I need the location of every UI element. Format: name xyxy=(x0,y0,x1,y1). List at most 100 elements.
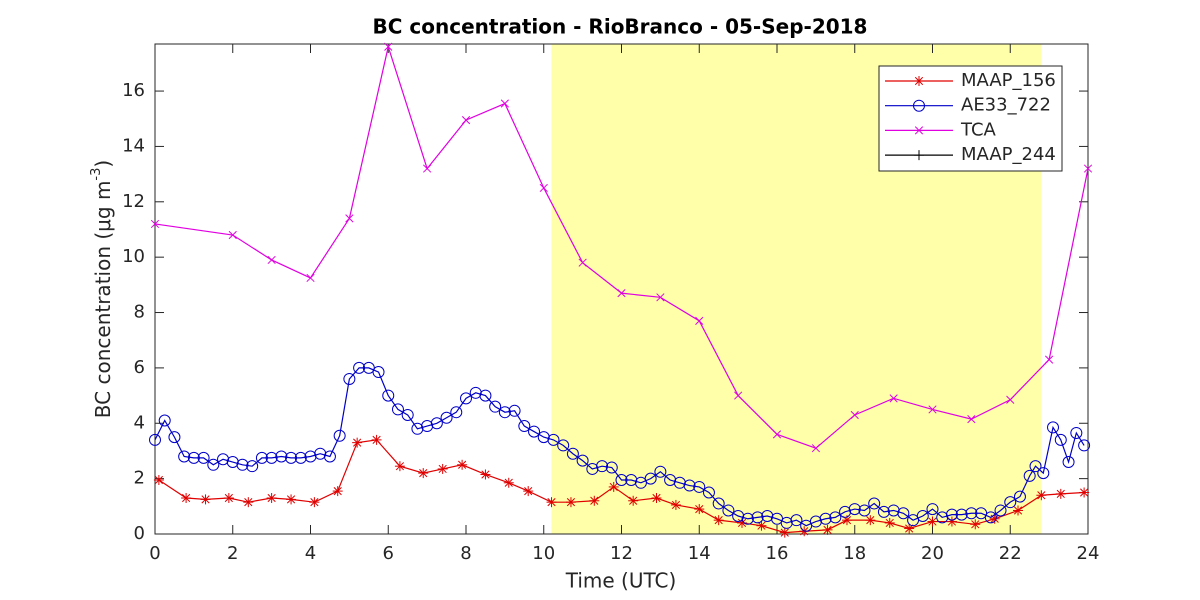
marker xyxy=(654,465,667,478)
marker-circle xyxy=(1054,433,1067,446)
marker xyxy=(228,230,237,240)
marker-circle xyxy=(1070,426,1083,439)
marker xyxy=(265,451,278,464)
marker-circle xyxy=(1037,467,1050,480)
marker xyxy=(479,389,492,402)
marker-circle xyxy=(333,429,346,442)
marker xyxy=(926,503,939,516)
y-tick-label: 12 xyxy=(122,191,145,212)
plot-frame xyxy=(154,43,1089,535)
marker xyxy=(965,507,978,520)
marker-circle xyxy=(984,511,997,524)
marker-circle xyxy=(353,361,366,374)
marker-circle xyxy=(790,514,803,527)
marker-circle xyxy=(547,433,560,446)
marker-circle xyxy=(246,460,259,473)
marker xyxy=(168,431,181,444)
marker xyxy=(1045,355,1054,364)
marker-circle xyxy=(187,451,200,464)
marker-circle xyxy=(741,512,754,525)
marker xyxy=(1083,164,1093,173)
marker-circle xyxy=(829,511,842,524)
marker xyxy=(615,474,628,487)
marker-stroke xyxy=(461,116,471,125)
marker xyxy=(1079,487,1090,498)
marker-circle xyxy=(955,508,968,521)
marker xyxy=(1078,439,1091,452)
x-tick-label: 6 xyxy=(383,543,394,564)
marker xyxy=(779,527,790,538)
marker-circle xyxy=(197,451,210,464)
marker xyxy=(1055,488,1066,499)
marker xyxy=(722,504,735,517)
marker-circle xyxy=(401,408,414,421)
marker-stroke xyxy=(1083,164,1093,173)
marker xyxy=(528,425,541,438)
marker-stroke xyxy=(539,183,548,193)
marker-stroke xyxy=(150,219,160,229)
marker xyxy=(1070,426,1083,439)
marker xyxy=(822,524,833,535)
marker xyxy=(418,468,429,479)
marker xyxy=(187,451,200,464)
marker-stroke xyxy=(267,255,276,265)
marker-circle xyxy=(848,503,861,516)
marker-circle xyxy=(751,511,764,524)
marker-stroke xyxy=(500,99,509,108)
marker xyxy=(430,417,443,430)
marker xyxy=(391,403,404,416)
marker-stroke xyxy=(695,316,704,325)
marker-circle xyxy=(479,389,492,402)
x-tick-label: 4 xyxy=(305,543,316,564)
marker xyxy=(440,411,453,424)
marker xyxy=(150,219,160,229)
marker xyxy=(518,420,531,433)
marker-stroke xyxy=(734,391,743,400)
marker-circle xyxy=(605,461,618,474)
x-axis-label: Time (UTC) xyxy=(565,569,677,593)
marker xyxy=(461,116,471,125)
marker xyxy=(1062,456,1075,469)
marker-circle xyxy=(712,497,725,510)
marker xyxy=(819,512,832,525)
marker xyxy=(945,508,958,521)
marker xyxy=(286,494,297,505)
marker-stroke xyxy=(228,230,237,240)
marker xyxy=(255,451,268,464)
marker xyxy=(670,499,681,510)
marker-stroke xyxy=(811,444,820,453)
marker xyxy=(865,515,876,526)
marker xyxy=(608,481,619,492)
marker xyxy=(889,394,898,403)
marker-circle xyxy=(255,451,268,464)
x-tick-label: 20 xyxy=(921,543,944,564)
marker xyxy=(946,516,957,527)
x-tick-label: 24 xyxy=(1077,543,1100,564)
marker xyxy=(994,504,1007,517)
marker-stroke xyxy=(384,42,393,51)
marker xyxy=(713,515,724,526)
marker xyxy=(848,503,861,516)
marker xyxy=(914,126,924,135)
marker xyxy=(200,494,211,505)
marker xyxy=(294,451,307,464)
marker xyxy=(712,497,725,510)
x-tick-label: 14 xyxy=(688,543,711,564)
marker xyxy=(651,493,662,504)
series-line xyxy=(154,44,1089,449)
y-tick-label: 10 xyxy=(122,246,145,267)
x-tick-label: 10 xyxy=(532,543,555,564)
marker xyxy=(371,434,382,445)
marker-circle xyxy=(1013,490,1026,503)
marker-stroke xyxy=(578,258,587,267)
marker-stroke xyxy=(928,405,937,414)
marker-circle xyxy=(566,447,579,460)
marker xyxy=(197,451,210,464)
marker xyxy=(970,519,981,530)
marker-circle xyxy=(207,458,220,471)
marker-circle xyxy=(508,404,521,417)
marker xyxy=(401,408,414,421)
marker-circle xyxy=(1029,460,1042,473)
marker-circle xyxy=(382,389,395,402)
marker-circle xyxy=(722,504,735,517)
